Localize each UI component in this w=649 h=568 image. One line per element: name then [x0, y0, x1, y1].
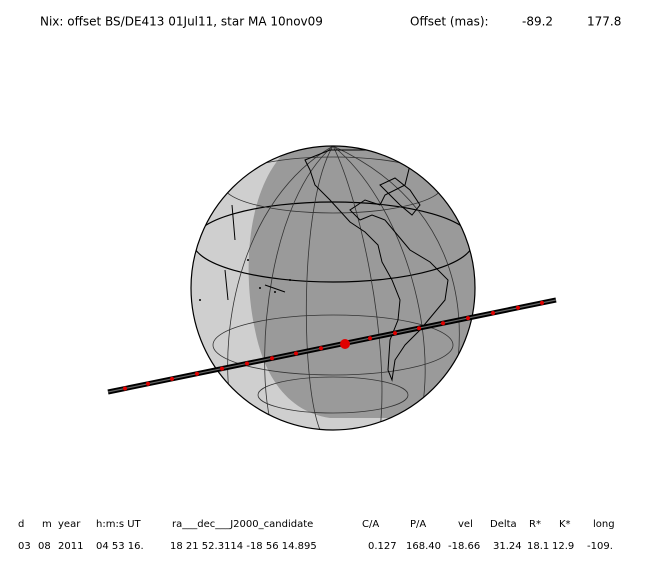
table-cell: 08: [38, 541, 51, 552]
table-header: C/A: [362, 519, 379, 530]
table-cell: -18.66: [448, 541, 480, 552]
offset-value: 177.8: [587, 15, 621, 29]
globe: [190, 145, 476, 431]
table-header: P/A: [410, 519, 426, 530]
table-cell: -109.: [587, 541, 613, 552]
table-header: long: [593, 519, 615, 530]
offset-label: Offset (mas):: [410, 15, 489, 29]
table-cell: 04 53 16.: [96, 541, 144, 552]
table-header: h:m:s UT: [96, 519, 142, 530]
table-header: year: [58, 519, 81, 530]
table-cell: 18.1: [527, 541, 549, 552]
table-cell: 0.127: [368, 541, 397, 552]
table-header: d: [18, 519, 24, 530]
title: Nix: offset BS/DE413 01Jul11, star MA 10…: [40, 15, 323, 29]
table-header: ra___dec___J2000_candidate: [172, 519, 313, 530]
table-cell: 168.40: [406, 541, 441, 552]
table-cell: 03: [18, 541, 31, 552]
table-header: Delta: [490, 519, 517, 530]
table-header: m: [42, 519, 52, 530]
table-cell: 2011: [58, 541, 83, 552]
table-cell: 18 21 52.3114 -18 56 14.895: [170, 541, 317, 552]
event-table: d m year h:m:s UT ra___dec___J2000_candidate…: [18, 519, 615, 552]
table-cell: 12.9: [552, 541, 574, 552]
offset-value: -89.2: [522, 15, 553, 29]
table-cell: 31.24: [493, 541, 522, 552]
table-header: R*: [529, 519, 541, 530]
table-header: vel: [458, 519, 473, 530]
shadow-track: [107, 297, 557, 395]
table-header: K*: [559, 519, 571, 530]
